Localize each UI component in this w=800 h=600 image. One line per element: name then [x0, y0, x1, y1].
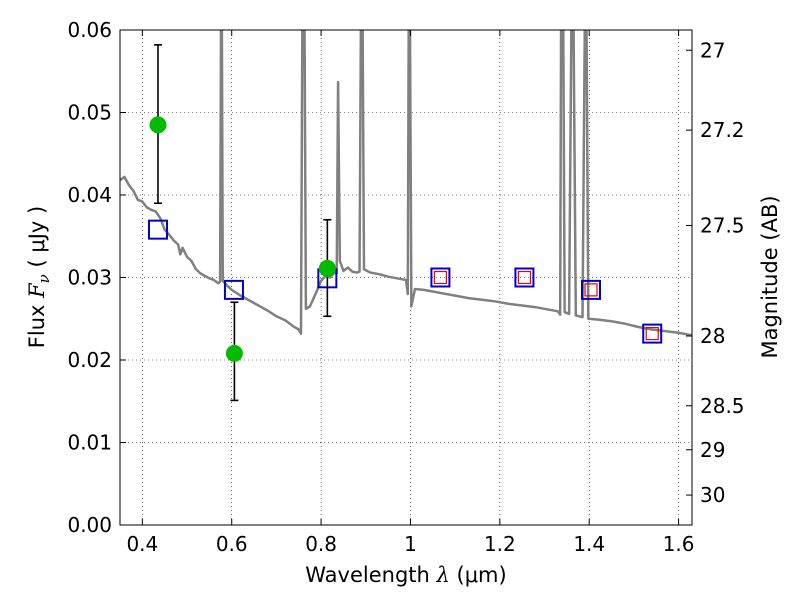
observed-point [318, 259, 336, 277]
y2-tick-label: 28 [700, 324, 725, 348]
x-tick-label: 1 [404, 532, 417, 556]
model-inner-square-marker [584, 283, 598, 297]
model-square-marker [430, 267, 451, 288]
y-axis-label-suffix: ( μJy ) [25, 206, 49, 274]
model-square-marker [581, 279, 602, 300]
y-tick-label: 0.02 [67, 348, 112, 372]
x-tick-label: 0.4 [126, 532, 158, 556]
x-axis-label-suffix: (μm) [450, 563, 507, 587]
y-axis-label-symbol: F [25, 282, 49, 299]
y-axis-label-subscript: ν [35, 274, 53, 283]
model-square-marker [223, 279, 244, 300]
y2-tick-label: 29 [700, 438, 725, 462]
y-tick-label: 0.01 [67, 431, 112, 455]
y2-axis-label: Magnitude (AB) [758, 195, 782, 358]
y2-tick-label: 27.2 [700, 118, 745, 142]
x-tick-label: 0.8 [305, 532, 337, 556]
observed-point [149, 116, 167, 134]
observed-point [225, 344, 243, 362]
y2-tick-label: 27 [700, 38, 725, 62]
model-square-marker [147, 219, 168, 240]
y-tick-label: 0.05 [67, 101, 112, 125]
y2-tick-label: 30 [700, 483, 725, 507]
x-axis-label-symbol: λ [436, 563, 450, 587]
model-inner-square-marker [645, 327, 659, 341]
y2-tick-label: 28.5 [700, 394, 745, 418]
y-axis-label: Flux Fν ( μJy ) [25, 206, 53, 348]
x-tick-label: 1.2 [484, 532, 516, 556]
data-series [120, 30, 692, 402]
ticks: 0.4 0.6 0.8 1 1.2 1.4 1.6 0.00 0.01 0.02 0.03 0.04 0… [67, 18, 744, 556]
x-tick-label: 0.6 [216, 532, 248, 556]
sed-line [120, 30, 692, 337]
y2-tick-label: 27.5 [700, 213, 745, 237]
x-axis-label-prefix: Wavelength [305, 563, 436, 587]
y-tick-label: 0.03 [67, 266, 112, 290]
x-tick-label: 1.6 [663, 532, 695, 556]
model-inner-square-marker [517, 270, 532, 285]
model-square-marker [514, 267, 535, 288]
model-square-marker [642, 323, 663, 344]
y-axis-label-prefix: Flux [25, 298, 49, 348]
x-tick-label: 1.4 [573, 532, 605, 556]
y-tick-label: 0.00 [67, 513, 112, 537]
y-tick-label: 0.06 [67, 18, 112, 42]
model-inner-square-marker [433, 270, 448, 285]
y-tick-label: 0.04 [67, 183, 112, 207]
x-axis-label: Wavelength λ (μm) [305, 563, 506, 587]
